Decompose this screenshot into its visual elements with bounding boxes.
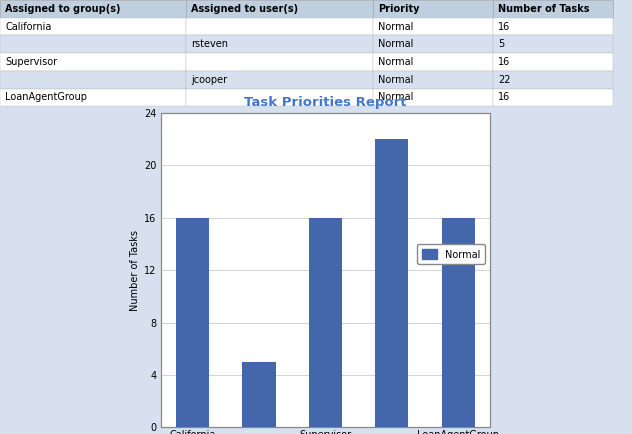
Text: Normal: Normal	[378, 57, 413, 67]
Text: Number of Tasks: Number of Tasks	[498, 4, 590, 14]
Bar	[186, 0, 373, 18]
Text: Normal: Normal	[378, 75, 413, 85]
Bar	[0, 53, 186, 71]
Bar	[493, 18, 613, 36]
Bar	[186, 36, 373, 53]
Bar	[373, 36, 493, 53]
Bar	[0, 71, 186, 89]
Text: Supervisor: Supervisor	[5, 57, 57, 67]
Text: 22: 22	[498, 75, 511, 85]
Bar	[493, 0, 613, 18]
Text: Priority: Priority	[378, 4, 420, 14]
Bar	[243, 362, 276, 427]
Bar	[186, 53, 373, 71]
Bar	[161, 113, 490, 427]
Bar	[493, 89, 613, 106]
Bar	[373, 89, 493, 106]
Text: Normal: Normal	[378, 92, 413, 102]
Bar	[176, 218, 209, 427]
Bar	[373, 71, 493, 89]
Text: jcooper: jcooper	[191, 75, 228, 85]
Bar	[442, 218, 475, 427]
Bar	[186, 71, 373, 89]
Legend: Normal: Normal	[418, 244, 485, 264]
Bar	[309, 218, 342, 427]
Bar	[373, 18, 493, 36]
Text: California: California	[5, 22, 51, 32]
Text: LoanAgentGroup: LoanAgentGroup	[5, 92, 87, 102]
Text: Assigned to user(s): Assigned to user(s)	[191, 4, 299, 14]
Bar	[493, 71, 613, 89]
Text: Normal: Normal	[378, 39, 413, 49]
Y-axis label: Number of Tasks: Number of Tasks	[130, 230, 140, 311]
Text: Normal: Normal	[378, 22, 413, 32]
Text: 16: 16	[498, 57, 510, 67]
Text: 16: 16	[498, 22, 510, 32]
Bar	[186, 89, 373, 106]
Bar	[0, 89, 186, 106]
Bar	[373, 0, 493, 18]
Text: 5: 5	[498, 39, 504, 49]
Bar	[493, 36, 613, 53]
Text: Assigned to group(s): Assigned to group(s)	[5, 4, 121, 14]
Text: rsteven: rsteven	[191, 39, 229, 49]
Bar	[0, 0, 186, 18]
Bar	[375, 139, 408, 427]
Bar	[186, 18, 373, 36]
Bar	[0, 18, 186, 36]
Title: Task Priorities Report: Task Priorities Report	[244, 96, 407, 109]
Bar	[493, 53, 613, 71]
Bar	[0, 36, 186, 53]
Bar	[373, 53, 493, 71]
Text: 16: 16	[498, 92, 510, 102]
